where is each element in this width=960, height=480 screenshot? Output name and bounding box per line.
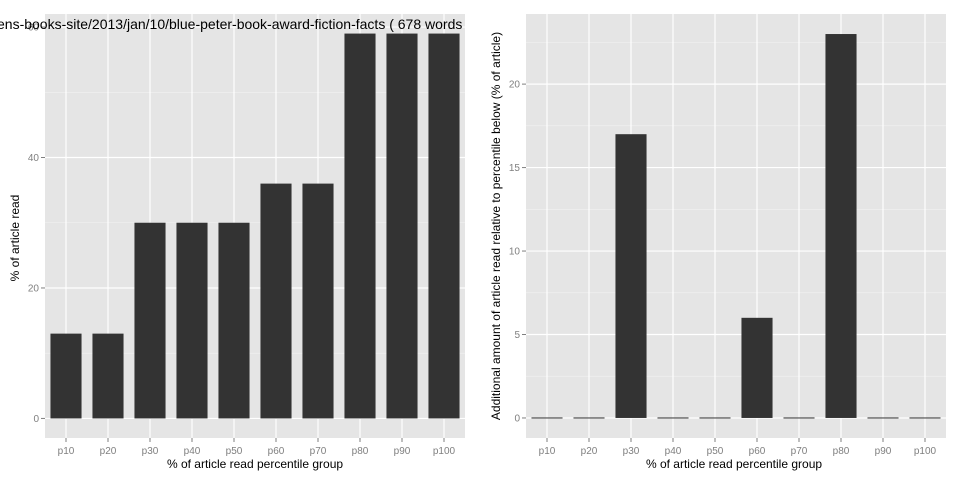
right-bar-p50 bbox=[699, 417, 731, 419]
right-y-tick-label: 0 bbox=[514, 413, 520, 424]
left-bar-p90 bbox=[386, 33, 418, 419]
right-x-tick-label: p100 bbox=[914, 446, 937, 457]
left-y-tick-label: 20 bbox=[28, 283, 40, 294]
left-bar-p10 bbox=[50, 333, 82, 419]
left-y-tick-label: 60 bbox=[28, 23, 40, 34]
left-bar-p80 bbox=[344, 33, 376, 419]
left-y-axis-title: % of article read bbox=[8, 195, 22, 282]
right-x-tick-label: p70 bbox=[791, 446, 808, 457]
right-bar-p60 bbox=[741, 317, 773, 418]
right-bar-p10 bbox=[531, 417, 563, 419]
right-x-tick-label: p20 bbox=[581, 446, 598, 457]
left-bar-p50 bbox=[218, 222, 250, 419]
right-x-tick-label: p80 bbox=[833, 446, 850, 457]
right-y-tick-label: 5 bbox=[514, 330, 520, 341]
right-bar-p90 bbox=[867, 417, 899, 419]
right-x-tick-label: p60 bbox=[749, 446, 766, 457]
right-y-tick-label: 10 bbox=[509, 247, 521, 258]
right-y-ticks: 0 5 10 15 20 bbox=[509, 80, 526, 424]
right-x-tick-label: p50 bbox=[707, 446, 724, 457]
left-bar-p60 bbox=[260, 183, 292, 419]
right-bar-p80 bbox=[825, 34, 857, 418]
left-x-tick-label: p100 bbox=[433, 446, 456, 457]
left-x-ticks: p10 p20 p30 p40 p50 p60 p70 p80 p90 p100 bbox=[58, 438, 456, 457]
right-x-tick-label: p30 bbox=[623, 446, 640, 457]
right-x-tick-label: p10 bbox=[539, 446, 556, 457]
right-x-tick-label: p90 bbox=[875, 446, 892, 457]
left-x-tick-label: p60 bbox=[268, 446, 285, 457]
left-x-tick-label: p80 bbox=[352, 446, 369, 457]
right-bar-p40 bbox=[657, 417, 689, 419]
left-x-tick-label: p10 bbox=[58, 446, 75, 457]
right-x-ticks: p10 p20 p30 p40 p50 p60 p70 p80 p90 p100 bbox=[539, 438, 937, 457]
left-bar-p20 bbox=[92, 333, 124, 419]
left-bar-p70 bbox=[302, 183, 334, 419]
left-x-tick-label: p90 bbox=[394, 446, 411, 457]
left-x-tick-label: p20 bbox=[100, 446, 117, 457]
left-y-ticks: 0 20 40 60 bbox=[28, 23, 45, 425]
right-x-axis-title: % of article read percentile group bbox=[646, 457, 822, 471]
right-y-tick-label: 15 bbox=[509, 163, 521, 174]
right-bars bbox=[531, 34, 941, 419]
right-bar-p100 bbox=[909, 417, 941, 419]
left-x-tick-label: p70 bbox=[310, 446, 327, 457]
right-y-axis-title: Additional amount of article read relati… bbox=[489, 32, 503, 420]
right-bar-p70 bbox=[783, 417, 815, 419]
left-x-tick-label: p40 bbox=[184, 446, 201, 457]
right-chart: 0 5 10 15 20 p10 p20 p30 p40 p50 p60 p70 p80 p90 p100… bbox=[489, 14, 946, 471]
right-x-tick-label: p40 bbox=[665, 446, 682, 457]
left-chart-title: ens-books-site/2013/jan/10/blue-peter-bo… bbox=[0, 16, 462, 32]
right-bar-p30 bbox=[615, 134, 647, 418]
right-bar-p20 bbox=[573, 417, 605, 419]
left-y-tick-label: 40 bbox=[28, 153, 40, 164]
left-bar-p40 bbox=[176, 222, 208, 419]
left-x-axis-title: % of article read percentile group bbox=[167, 457, 343, 471]
left-y-tick-label: 0 bbox=[33, 414, 39, 425]
left-bar-p100 bbox=[428, 33, 460, 419]
left-x-tick-label: p30 bbox=[142, 446, 159, 457]
right-y-tick-label: 20 bbox=[509, 80, 521, 91]
left-x-tick-label: p50 bbox=[226, 446, 243, 457]
left-bar-p30 bbox=[134, 222, 166, 419]
left-bars bbox=[50, 33, 460, 419]
